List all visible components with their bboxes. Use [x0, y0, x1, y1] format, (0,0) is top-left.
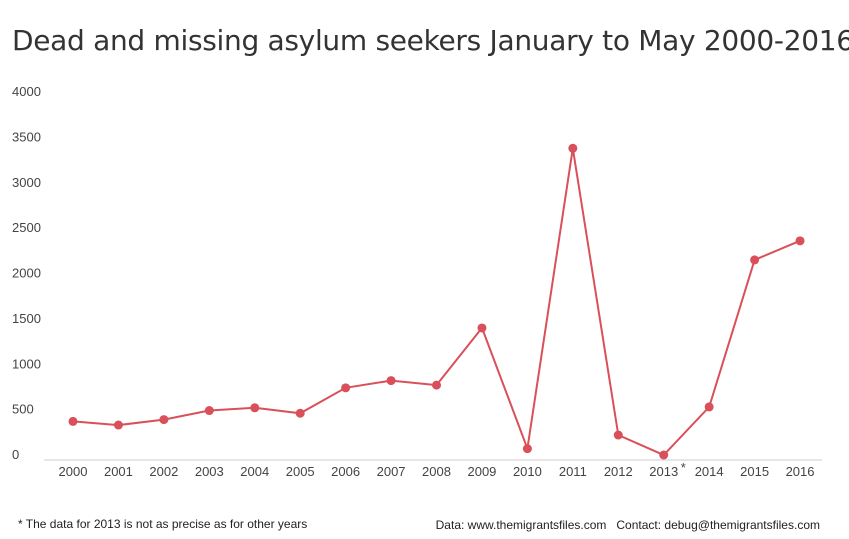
- data-point: [341, 383, 351, 393]
- data-point: [113, 420, 123, 430]
- data-point: [659, 450, 669, 460]
- x-tick-label: 2006: [331, 464, 360, 479]
- credits: Data: www.themigrantsfiles.com Contact: d…: [436, 518, 820, 532]
- y-axis-ticks: 0 500 1000 1500 2000 2500 3000 3500 4000: [12, 84, 41, 462]
- x-tick-label: 2011: [559, 464, 587, 479]
- data-point: [704, 402, 714, 412]
- data-point: [159, 415, 169, 425]
- footnote: * The data for 2013 is not as precise as…: [18, 517, 308, 531]
- x-tick-label: 2007: [377, 464, 406, 479]
- x-tick-label: 2013: [649, 464, 678, 479]
- y-tick-label: 3500: [12, 129, 41, 144]
- data-point: [568, 143, 578, 153]
- data-point: [522, 444, 532, 454]
- x-tick-label: 2001: [104, 464, 133, 479]
- data-point: [477, 323, 487, 333]
- x-tick-label: 2004: [240, 464, 269, 479]
- x-tick-label: 2014: [695, 464, 724, 479]
- x-axis-ticks: 2000 2001 2002 2003 2004 2005 2006 2007 2008 2009…: [59, 460, 815, 479]
- series-line: [72, 148, 801, 457]
- y-tick-label: 1500: [12, 311, 41, 326]
- x-tick-label: 2005: [286, 464, 315, 479]
- y-tick-label: 1000: [12, 356, 41, 371]
- y-tick-label: 4000: [12, 84, 41, 99]
- y-tick-label: 3000: [12, 175, 41, 190]
- x-tick-label: 2016: [786, 464, 815, 479]
- x-tick-label: 2008: [422, 464, 451, 479]
- data-point: [250, 403, 260, 413]
- x-tick-label: 2015: [740, 464, 769, 479]
- data-point: [613, 430, 623, 440]
- y-tick-label: 500: [12, 402, 34, 417]
- x-tick-footnote-marker: *: [681, 460, 686, 475]
- data-source-credit: Data: www.themigrantsfiles.com: [435, 518, 607, 532]
- data-point: [204, 406, 214, 416]
- data-point: [68, 416, 78, 426]
- x-tick-label: 2010: [513, 464, 542, 479]
- data-points: [68, 143, 805, 460]
- data-point: [295, 408, 305, 418]
- x-tick-label: 2000: [59, 464, 88, 479]
- data-point: [386, 376, 396, 386]
- data-point: [432, 380, 442, 390]
- chart-title: Dead and missing asylum seekers January …: [12, 24, 849, 57]
- data-point: [750, 255, 760, 265]
- y-tick-label: 2500: [12, 220, 41, 235]
- x-tick-label: 2002: [149, 464, 178, 479]
- y-tick-label: 0: [12, 447, 19, 462]
- data-point: [795, 236, 805, 246]
- x-tick-label: 2003: [195, 464, 224, 479]
- y-tick-label: 2000: [12, 266, 41, 281]
- x-tick-label: 2009: [467, 464, 496, 479]
- x-tick-label: 2012: [604, 464, 633, 479]
- contact-credit: Contact: debug@themigrantsfiles.com: [616, 518, 820, 532]
